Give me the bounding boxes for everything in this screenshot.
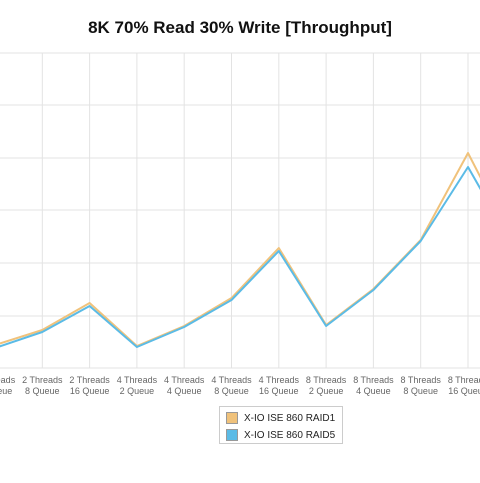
x-tick-label: 8 Threads — [353, 375, 394, 385]
legend-swatch-raid5 — [226, 429, 238, 441]
x-tick-label: 8 Queue — [25, 386, 60, 396]
chart-title: 8K 70% Read 30% Write [Throughput] — [88, 18, 392, 37]
x-tick-label: 2 Threads — [22, 375, 63, 385]
legend-swatch-raid1 — [226, 412, 238, 424]
legend-item-raid5: X-IO ISE 860 RAID5 — [226, 428, 335, 442]
x-tick-label: 2 Threads — [69, 375, 110, 385]
x-tick-label: 2 Threads — [0, 375, 16, 385]
x-tick-label: 4 Queue — [0, 386, 12, 396]
x-tick-label: 16 Queue — [259, 386, 299, 396]
x-tick-label: 16 Queue — [448, 386, 480, 396]
series-line-raid1 — [0, 152, 480, 347]
x-tick-label: 4 Threads — [211, 375, 252, 385]
series-lines — [0, 152, 480, 348]
legend-label-raid1: X-IO ISE 860 RAID1 — [244, 412, 336, 424]
x-tick-label: 8 Queue — [403, 386, 438, 396]
grid — [0, 52, 480, 369]
x-tick-label: 4 Threads — [164, 375, 205, 385]
legend-item-raid1: X-IO ISE 860 RAID1 — [226, 411, 335, 425]
x-tick-label: 8 Threads — [401, 375, 442, 385]
x-tick-label: 4 Queue — [167, 386, 202, 396]
x-tick-label: 4 Threads — [259, 375, 300, 385]
x-tick-label: 2 Queue — [120, 386, 155, 396]
x-tick-label: 4 Queue — [356, 386, 391, 396]
x-tick-label: 8 Threads — [448, 375, 480, 385]
x-tick-label: 4 Threads — [117, 375, 158, 385]
legend: X-IO ISE 860 RAID1 X-IO ISE 860 RAID5 — [219, 406, 343, 444]
legend-label-raid5: X-IO ISE 860 RAID5 — [244, 429, 336, 441]
x-tick-label: 2 Queue — [309, 386, 344, 396]
x-tick-label: 8 Queue — [214, 386, 249, 396]
series-line-raid5 — [0, 166, 480, 348]
x-tick-label: 8 Threads — [306, 375, 347, 385]
x-tick-label: 16 Queue — [70, 386, 110, 396]
